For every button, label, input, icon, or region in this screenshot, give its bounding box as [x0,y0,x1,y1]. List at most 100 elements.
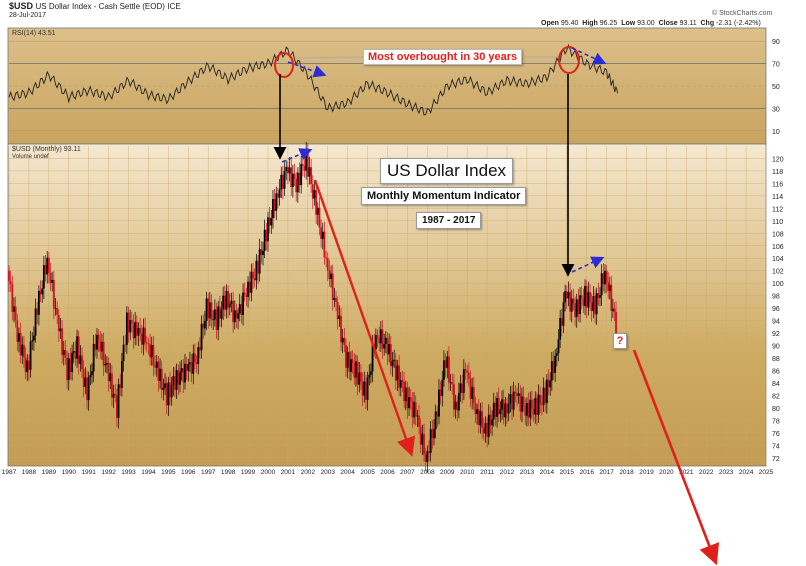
candle-body [111,373,113,398]
candle-body [114,393,117,396]
candle-body [21,344,24,356]
candle-body [323,231,326,258]
blue-arrow-rsi-2015 [571,47,607,65]
candle-body [542,387,545,405]
candle-body [210,302,213,320]
price-tick-label: 78 [772,418,780,425]
chg-value: -2.31 (-2.42%) [716,20,761,27]
candle-body [516,393,518,396]
candle-body [272,199,274,219]
chg-label: Chg [700,20,715,27]
candle-body [233,310,236,323]
price-tick-label: 82 [772,393,780,400]
candle-body [577,299,580,314]
candle-body [220,309,223,319]
candle-body [448,356,450,383]
x-tick-label: 2002 [301,469,316,476]
candle-body [358,372,361,385]
rsi-axis-ticks: 10 30 50 70 90 [772,39,780,136]
candle-body [502,399,505,418]
candle-body [391,360,394,367]
x-tick-label: 1999 [241,469,256,476]
candle-body [404,387,407,402]
candle-body [481,411,484,428]
candle-body [315,190,318,215]
candle-body [507,403,510,414]
candle-body [514,391,517,394]
candle-body [149,344,152,358]
candle-body [175,370,178,390]
candle-body [86,377,88,401]
candle-body [346,352,349,368]
x-tick-label: 2012 [500,469,515,476]
close-label: Close [658,20,678,27]
candle-body [423,433,425,455]
candle-body [227,291,230,308]
candle-body [94,343,97,350]
candle-body [572,298,575,304]
candle-body [124,344,127,346]
candle-body [335,297,337,303]
candle-body [62,350,65,355]
candle-body [365,381,367,400]
candle-body [506,403,508,414]
candle-body [104,364,107,366]
price-tick-label: 72 [772,456,780,463]
candle-body [539,394,542,405]
candle-body [81,355,83,370]
candle-body [379,329,382,344]
price-tick-label: 114 [772,194,783,201]
candle-body [418,415,420,427]
candle-body [102,341,105,366]
candle-body [604,270,606,285]
candle-body [199,347,201,351]
candle-body [610,284,613,311]
chart-header-left: $USD US Dollar Index - Cash Settle (EOD)… [9,1,181,11]
candle-body [127,312,130,333]
candle-body [282,174,284,189]
candle-body [522,396,525,406]
x-tick-label: 1987 [2,469,17,476]
candle-body [570,298,573,312]
candle-body [443,360,445,380]
candle-body [602,273,605,285]
price-tick-label: 108 [772,231,784,238]
candle-body [192,353,195,374]
candle-body [154,365,156,368]
candle-body [504,403,507,418]
candle-body [16,320,19,342]
candle-body [215,309,218,330]
candle-body [585,285,588,308]
candle-body [252,271,254,279]
candle-body [559,318,562,340]
candle-body [416,415,419,417]
candle-body [429,429,432,454]
candle-body [476,409,479,415]
candle-body [469,378,472,399]
price-tick-label: 96 [772,306,780,313]
candle-body [328,270,331,280]
candle-body [125,312,128,345]
candle-body [18,333,20,342]
x-tick-label: 2007 [400,469,415,476]
candle-body [222,295,225,310]
candle-body [403,381,406,402]
x-tick-label: 1990 [62,469,77,476]
price-tick-label: 86 [772,368,780,375]
candle-body [253,278,256,281]
candle-body [330,273,332,280]
x-tick-label: 2005 [360,469,375,476]
candle-body [511,394,513,410]
candle-body [381,329,384,349]
exchange: ICE [167,2,181,11]
candle-body [467,372,470,379]
price-tick-label: 76 [772,431,780,438]
candle-body [489,414,492,426]
candle-body [170,385,173,398]
candle-body [235,310,238,319]
candle-body [301,164,304,166]
x-tick-label: 2014 [540,469,555,476]
candle-body [167,382,170,406]
candle-body [303,165,306,171]
